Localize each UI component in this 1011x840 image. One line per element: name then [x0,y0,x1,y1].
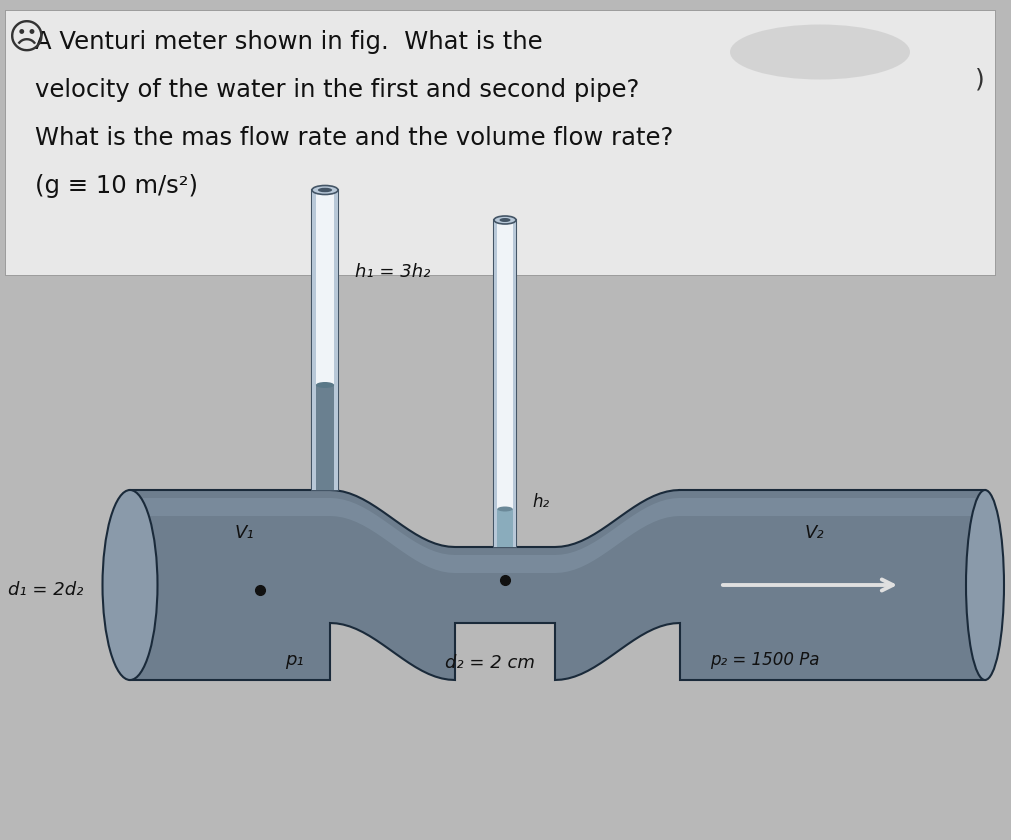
Bar [311,190,338,490]
Ellipse shape [499,218,510,222]
FancyBboxPatch shape [5,10,994,275]
Bar [493,220,496,547]
Text: What is the mas flow rate and the volume flow rate?: What is the mas flow rate and the volume… [35,126,672,150]
Bar [513,220,516,547]
Ellipse shape [496,507,513,512]
Bar [334,190,338,490]
Text: h₂: h₂ [532,493,549,511]
Text: p₁: p₁ [285,651,303,669]
Text: V₁: V₁ [235,524,255,542]
Polygon shape [129,498,974,573]
Text: V₂: V₂ [804,524,824,542]
Text: ☹: ☹ [8,22,45,56]
Text: h₁ = 3h₂: h₁ = 3h₂ [355,263,430,281]
Ellipse shape [317,188,332,192]
Ellipse shape [493,216,516,224]
Text: d₁ = 2d₂: d₁ = 2d₂ [8,581,83,599]
Ellipse shape [729,24,909,80]
Bar [493,220,516,547]
Ellipse shape [311,186,338,195]
Ellipse shape [315,382,334,388]
Text: p₂ = 1500 Pa: p₂ = 1500 Pa [710,651,819,669]
Text: (g ≡ 10 m/s²): (g ≡ 10 m/s²) [35,174,198,198]
Bar [311,190,315,490]
Text: A Venturi meter shown in fig.  What is the: A Venturi meter shown in fig. What is th… [35,30,542,54]
Bar [315,385,334,490]
Ellipse shape [102,490,158,680]
Polygon shape [129,490,984,680]
Text: velocity of the water in the first and second pipe?: velocity of the water in the first and s… [35,78,639,102]
Text: d₂ = 2 cm: d₂ = 2 cm [445,654,535,672]
Ellipse shape [966,490,1003,680]
Bar [496,509,513,547]
Text: ): ) [975,68,984,92]
